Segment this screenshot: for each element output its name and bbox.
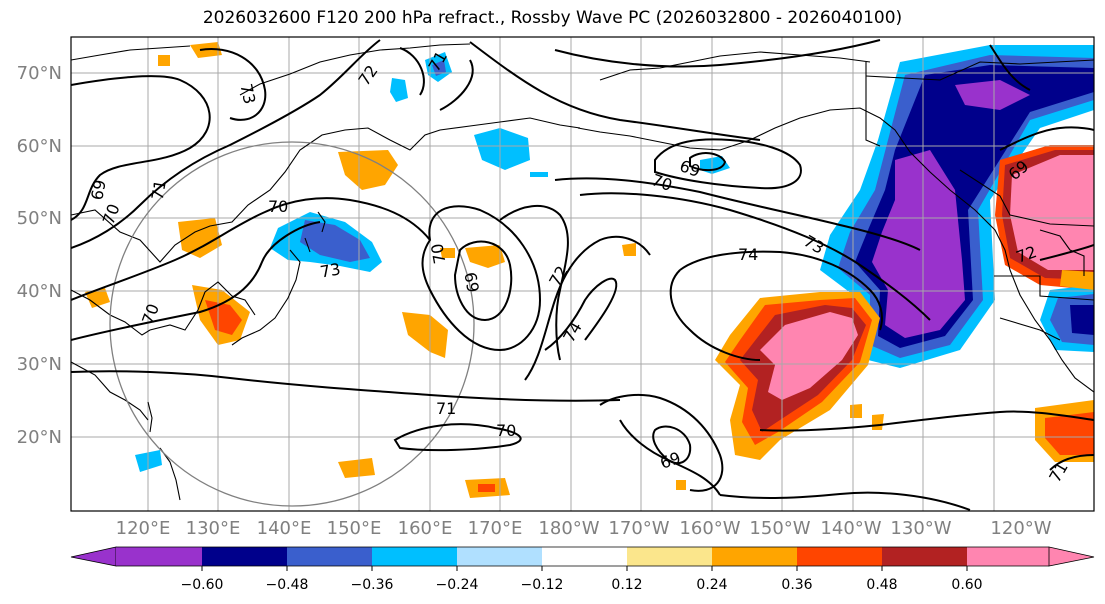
lon-label: 140°E bbox=[257, 518, 312, 539]
map-title: 2026032600 F120 200 hPa refract., Rossby… bbox=[202, 8, 903, 28]
contour-label: 70 bbox=[268, 197, 288, 216]
lon-label: 180°W bbox=[538, 518, 599, 539]
colorbar-bin bbox=[372, 547, 457, 566]
lon-label: 150°E bbox=[327, 518, 382, 539]
colorbar-bin bbox=[882, 547, 967, 566]
colorbar-arrow-right bbox=[1048, 546, 1095, 567]
lat-label: 20°N bbox=[17, 427, 62, 448]
lon-label: 170°W bbox=[608, 518, 669, 539]
lat-label: 30°N bbox=[17, 354, 62, 375]
colorbar-bin bbox=[712, 547, 797, 566]
colorbar-tick-label: −0.12 bbox=[521, 577, 564, 593]
colorbar-tick-label: −0.60 bbox=[181, 577, 224, 593]
colorbar-bin bbox=[967, 547, 1049, 566]
colorbar-tick-label: 0.60 bbox=[951, 577, 982, 593]
colorbar-bin bbox=[116, 547, 202, 566]
lat-label: 70°N bbox=[17, 63, 62, 84]
colorbar-bin bbox=[287, 547, 372, 566]
colorbar-bin bbox=[202, 547, 287, 566]
lon-label: 140°W bbox=[820, 518, 881, 539]
colorbar: −0.60 −0.48 −0.36 −0.24 −0.12 0.12 0.24 … bbox=[70, 546, 1095, 593]
colorbar-tick-label: 0.48 bbox=[866, 577, 897, 593]
lat-label: 40°N bbox=[17, 281, 62, 302]
map-panel: 73 72 71 69 70 71 70 70 73 70 69 69 70 7… bbox=[71, 37, 1094, 511]
coastlines bbox=[71, 43, 1094, 501]
graticule bbox=[71, 37, 1094, 511]
colorbar-tick-label: 0.24 bbox=[696, 577, 727, 593]
contour-label: 69 bbox=[87, 178, 109, 201]
lon-label: 130°W bbox=[890, 518, 951, 539]
contour-label: 74 bbox=[738, 245, 758, 264]
lon-label: 170°E bbox=[468, 518, 523, 539]
contour-label: 69 bbox=[460, 271, 482, 294]
contour-label: 70 bbox=[427, 242, 449, 265]
refractivity-contours bbox=[71, 39, 1094, 511]
colorbar-tick-label: −0.48 bbox=[266, 577, 309, 593]
colorbar-bin bbox=[627, 547, 712, 566]
lat-label: 60°N bbox=[17, 136, 62, 157]
lon-label: 160°E bbox=[398, 518, 453, 539]
colorbar-tick-label: −0.36 bbox=[351, 577, 394, 593]
lon-label: 160°W bbox=[679, 518, 740, 539]
lat-label: 50°N bbox=[17, 208, 62, 229]
longitude-labels: 120°E 130°E 140°E 150°E 160°E 170°E 180°… bbox=[116, 518, 1052, 539]
colorbar-arrow-left bbox=[70, 546, 117, 567]
lon-label: 130°E bbox=[186, 518, 241, 539]
latitude-labels: 70°N 60°N 50°N 40°N 30°N 20°N bbox=[17, 63, 62, 448]
contour-label: 73 bbox=[319, 259, 342, 281]
lon-label: 150°W bbox=[749, 518, 810, 539]
colorbar-bin bbox=[542, 547, 627, 566]
colorbar-tick-label: −0.24 bbox=[436, 577, 479, 593]
contour-label: 71 bbox=[148, 178, 170, 201]
contour-label: 70 bbox=[496, 421, 516, 440]
map-frame bbox=[70, 36, 1095, 512]
contour-label: 71 bbox=[436, 399, 456, 418]
colorbar-tick-label: 0.12 bbox=[611, 577, 642, 593]
reference-circle bbox=[109, 141, 475, 507]
contour-label: 73 bbox=[237, 82, 260, 106]
colorbar-bin bbox=[457, 547, 542, 566]
colorbar-tick-label: 0.36 bbox=[781, 577, 812, 593]
colorbar-bin bbox=[797, 547, 882, 566]
lon-label: 120°E bbox=[116, 518, 171, 539]
lon-label: 120°W bbox=[990, 518, 1051, 539]
